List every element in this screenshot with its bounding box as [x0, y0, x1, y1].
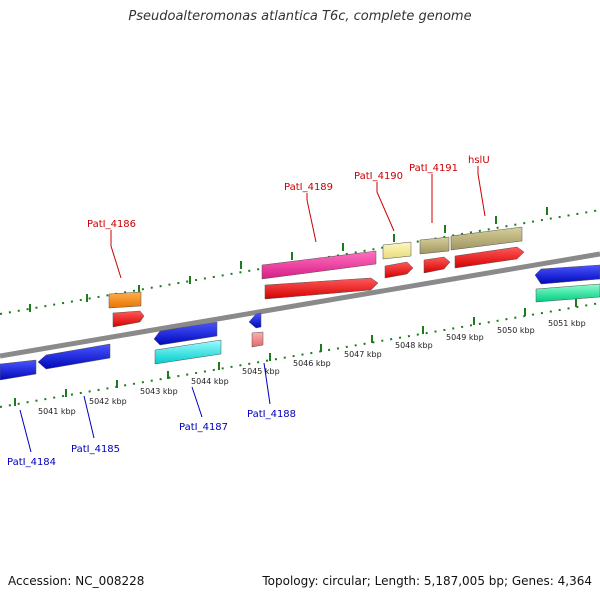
gene-label: PatI_4185: [71, 444, 120, 455]
scale-label: 5051 kbp: [548, 319, 586, 328]
gene-forward-khaki: [450, 226, 523, 251]
scale-label: 5047 kbp: [344, 350, 382, 359]
gene-forward-pale-yellow: [382, 241, 412, 260]
leader-line: [376, 182, 395, 232]
gene-reverse-salmon: [251, 331, 264, 348]
gene-label: PatI_4188: [247, 409, 296, 420]
accession-text: Accession: NC_008228: [8, 574, 145, 588]
scale-label: 5050 kbp: [497, 326, 535, 335]
scale-label: 5043 kbp: [140, 387, 178, 396]
scale-label: 5044 kbp: [191, 377, 229, 386]
gene-reverse-cyan: [154, 339, 222, 365]
leader-line: [191, 386, 203, 418]
gene-reverse-blue: [153, 321, 218, 346]
reverse-genes: [0, 264, 600, 381]
scale-label: 5045 kbp: [242, 367, 280, 376]
gene-forward-red: [264, 277, 379, 300]
bottom-leader-lines: [19, 362, 271, 453]
genome-title: Pseudoalteromonas atlantica T6c, complet…: [128, 9, 472, 24]
gene-reverse-blue: [534, 264, 600, 285]
topology-text: Topology: circular; Length: 5,187,005 bp…: [262, 574, 592, 588]
gene-label: PatI_4186: [87, 219, 136, 230]
gene-forward-red: [454, 246, 525, 269]
gene-reverse-mint: [535, 283, 600, 303]
gene-reverse-blue: [37, 343, 111, 370]
scale-labels: 5041 kbp 5042 kbp 5043 kbp 5044 kbp 5045…: [38, 319, 586, 416]
gene-reverse-blue: [0, 359, 37, 381]
upper-tick-track: [0, 207, 600, 315]
gene-label: PatI_4187: [179, 422, 228, 433]
forward-genes: [108, 226, 525, 328]
leader-line: [83, 395, 95, 439]
gene-reverse-blue: [248, 312, 262, 329]
gene-label: PatI_4190: [354, 171, 403, 182]
leader-line: [110, 230, 122, 279]
top-gene-labels: PatI_4186 PatI_4189 PatI_4190 PatI_4191 …: [87, 155, 490, 230]
scale-label: 5042 kbp: [89, 397, 127, 406]
leader-line: [19, 409, 32, 453]
gene-forward-pink: [261, 250, 377, 280]
gene-forward-red: [384, 261, 414, 279]
gene-forward-khaki: [419, 236, 450, 255]
scale-label: 5049 kbp: [446, 333, 484, 342]
gene-label: PatI_4191: [409, 163, 458, 174]
gene-label: hslU: [468, 155, 490, 166]
gene-label: PatI_4184: [7, 457, 56, 468]
gene-forward-red: [112, 310, 145, 328]
scale-label: 5048 kbp: [395, 341, 433, 350]
gene-label: PatI_4189: [284, 182, 333, 193]
leader-line: [263, 362, 271, 405]
scale-label: 5041 kbp: [38, 407, 76, 416]
lower-tick-track: [0, 299, 600, 408]
top-leader-lines: [110, 166, 486, 279]
gene-forward-red: [423, 256, 451, 274]
leader-line: [306, 193, 317, 243]
scale-label: 5046 kbp: [293, 359, 331, 368]
leader-line: [477, 166, 486, 217]
bottom-gene-labels: PatI_4184 PatI_4185 PatI_4187 PatI_4188: [7, 409, 296, 468]
genome-backbone: [0, 251, 600, 359]
gene-forward-orange: [108, 291, 142, 309]
